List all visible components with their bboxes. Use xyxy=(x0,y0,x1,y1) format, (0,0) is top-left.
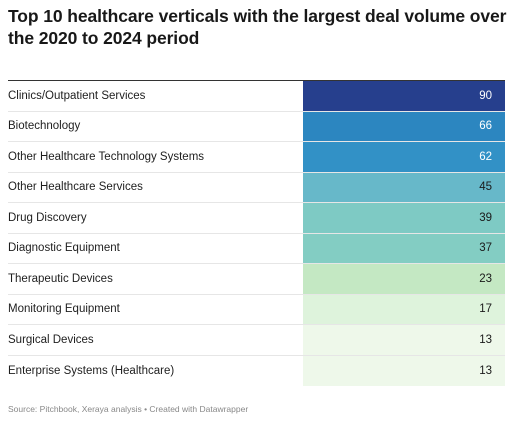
value-cell: 39 xyxy=(303,203,505,233)
row-label: Clinics/Outpatient Services xyxy=(8,89,146,102)
value-cell: 23 xyxy=(303,264,505,294)
data-table: Clinics/Outpatient Services 90 Biotechnolo… xyxy=(8,80,505,386)
table-row: Other Healthcare Technology Systems 62 xyxy=(8,142,505,173)
chart-title: Top 10 healthcare verticals with the lar… xyxy=(8,6,507,48)
value-cell: 66 xyxy=(303,111,505,141)
value-cell: 17 xyxy=(303,294,505,324)
table-row: Monitoring Equipment 17 xyxy=(8,294,505,325)
row-label: Drug Discovery xyxy=(8,211,87,224)
row-label: Diagnostic Equipment xyxy=(8,242,120,255)
row-label: Monitoring Equipment xyxy=(8,303,120,316)
table-row: Other Healthcare Services 45 xyxy=(8,172,505,203)
source-note: Source: Pitchbook, Xeraya analysis • Cre… xyxy=(8,404,249,414)
table-row: Clinics/Outpatient Services 90 xyxy=(8,81,505,112)
row-label: Other Healthcare Technology Systems xyxy=(8,150,205,163)
value-cell: 62 xyxy=(303,142,505,172)
row-label: Enterprise Systems (Healthcare) xyxy=(8,364,175,377)
value-cell: 90 xyxy=(303,81,505,111)
value-cell: 13 xyxy=(303,355,505,386)
row-label: Other Healthcare Services xyxy=(8,181,143,194)
row-label: Biotechnology xyxy=(8,120,81,133)
value-cell: 13 xyxy=(303,325,505,355)
table-row: Drug Discovery 39 xyxy=(8,203,505,234)
value-cell: 45 xyxy=(303,172,505,202)
table-row: Biotechnology 66 xyxy=(8,111,505,142)
table-row: Enterprise Systems (Healthcare) 13 xyxy=(8,355,505,386)
table-row: Therapeutic Devices 23 xyxy=(8,264,505,295)
row-label: Surgical Devices xyxy=(8,333,94,346)
row-label: Therapeutic Devices xyxy=(8,272,113,285)
value-cell: 37 xyxy=(303,233,505,263)
table-row: Diagnostic Equipment 37 xyxy=(8,233,505,264)
table-row: Surgical Devices 13 xyxy=(8,325,505,356)
